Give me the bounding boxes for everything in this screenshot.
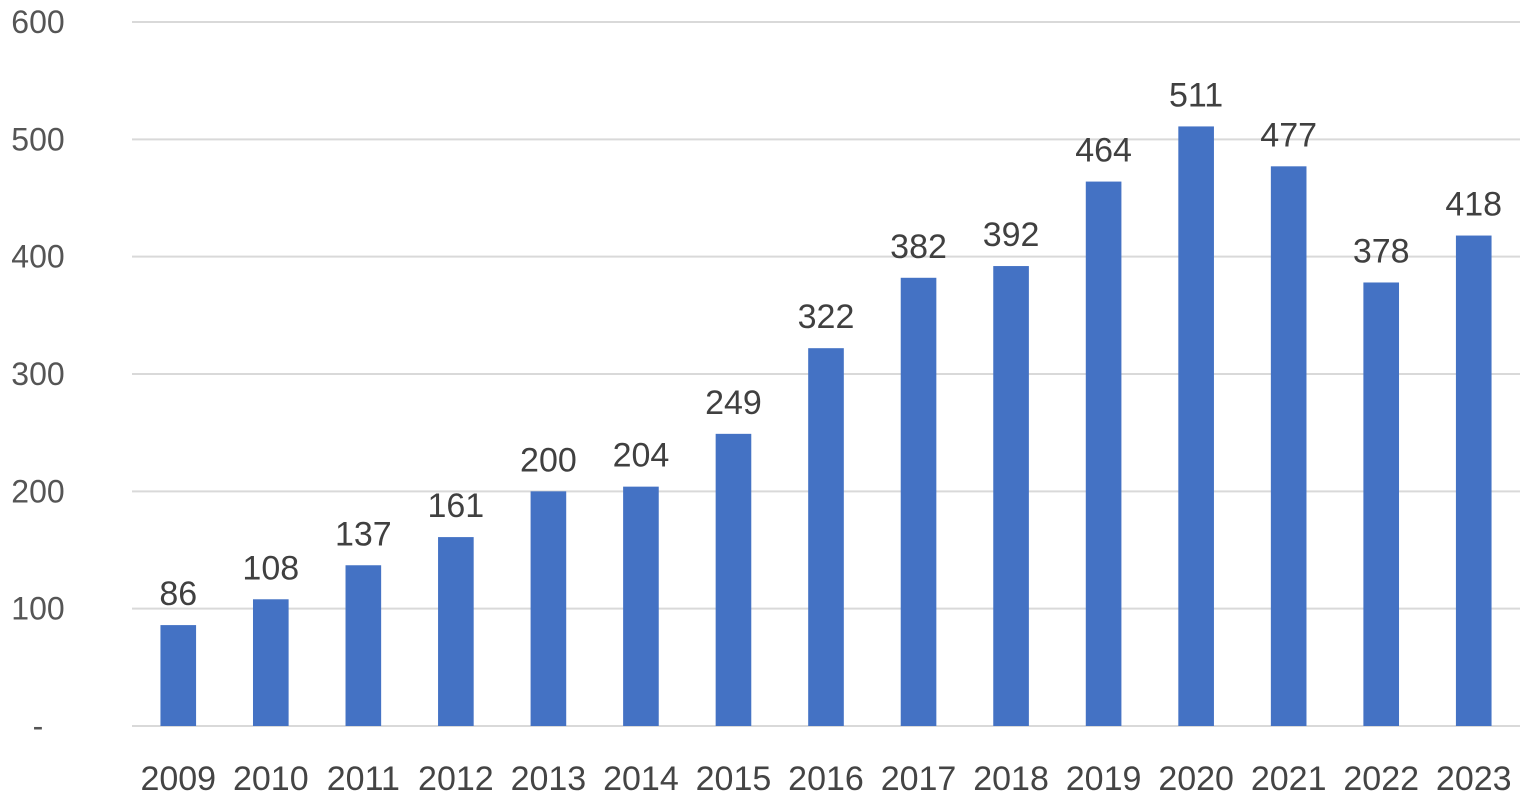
x-tick-label-2011: 2011 [327,760,400,798]
x-tick-label-2016: 2016 [788,760,864,798]
x-tick-label-2017: 2017 [881,760,957,798]
data-label-2009: 86 [159,575,197,613]
bar-2015 [715,433,752,726]
data-label-2022: 378 [1353,232,1410,270]
bar-2013 [530,491,567,726]
x-tick-label-2018: 2018 [973,760,1049,798]
x-tick-label-2010: 2010 [233,760,309,798]
bar-2020 [1178,126,1214,727]
x-axis-ticks: 2009 2010 2011 2012 2013 2014 2015 2016 2017 2018… [140,760,1511,798]
x-tick-label-2012: 2012 [418,760,494,798]
x-tick-label-2013: 2013 [511,760,587,798]
bar-2016 [808,348,844,726]
y-tick-label: - [33,708,44,744]
data-label-2017: 382 [890,228,947,266]
x-tick-label-2019: 2019 [1066,760,1142,798]
data-label-2015: 249 [705,384,762,422]
bar-2017 [900,277,937,726]
bar-2011 [345,565,382,726]
data-label-2011: 137 [335,515,392,553]
data-label-2014: 204 [613,437,670,475]
data-label-2012: 161 [427,487,484,525]
bar-2014 [623,486,659,726]
x-tick-label-2015: 2015 [696,760,772,798]
bar-2010 [252,599,289,726]
data-label-2013: 200 [520,441,577,479]
x-tick-label-2014: 2014 [603,760,679,798]
data-label-2010: 108 [242,549,299,587]
y-tick-label: 300 [11,356,64,392]
y-tick-label: 200 [11,473,64,509]
data-label-2023: 418 [1445,186,1502,224]
x-tick-label-2020: 2020 [1158,760,1234,798]
y-tick-label: 500 [11,121,64,157]
bar-2019 [1085,181,1122,726]
y-tick-label: 100 [11,591,64,627]
y-axis-ticks: - 100 200 300 400 500 600 [11,4,64,744]
bars [160,126,1492,727]
data-label-2021: 477 [1260,116,1317,154]
data-label-2018: 392 [983,216,1040,254]
y-tick-label: 400 [11,239,64,275]
bar-2018 [993,266,1029,726]
bar-2023 [1455,235,1492,726]
bar-2021 [1270,166,1307,726]
bar-2012 [438,537,474,726]
y-tick-label: 600 [11,4,64,40]
data-label-2020: 511 [1169,76,1223,114]
bar-2022 [1363,282,1400,726]
x-tick-label-2009: 2009 [140,760,216,798]
x-tick-label-2023: 2023 [1436,760,1512,798]
data-label-2016: 322 [798,298,855,336]
data-label-2019: 464 [1075,132,1132,170]
bar-2009 [160,625,197,726]
x-tick-label-2022: 2022 [1343,760,1419,798]
data-labels: 86 108 137 161 200 204 249 322 382 392 464 511 477 37… [159,76,1502,613]
x-tick-label-2021: 2021 [1251,760,1327,798]
